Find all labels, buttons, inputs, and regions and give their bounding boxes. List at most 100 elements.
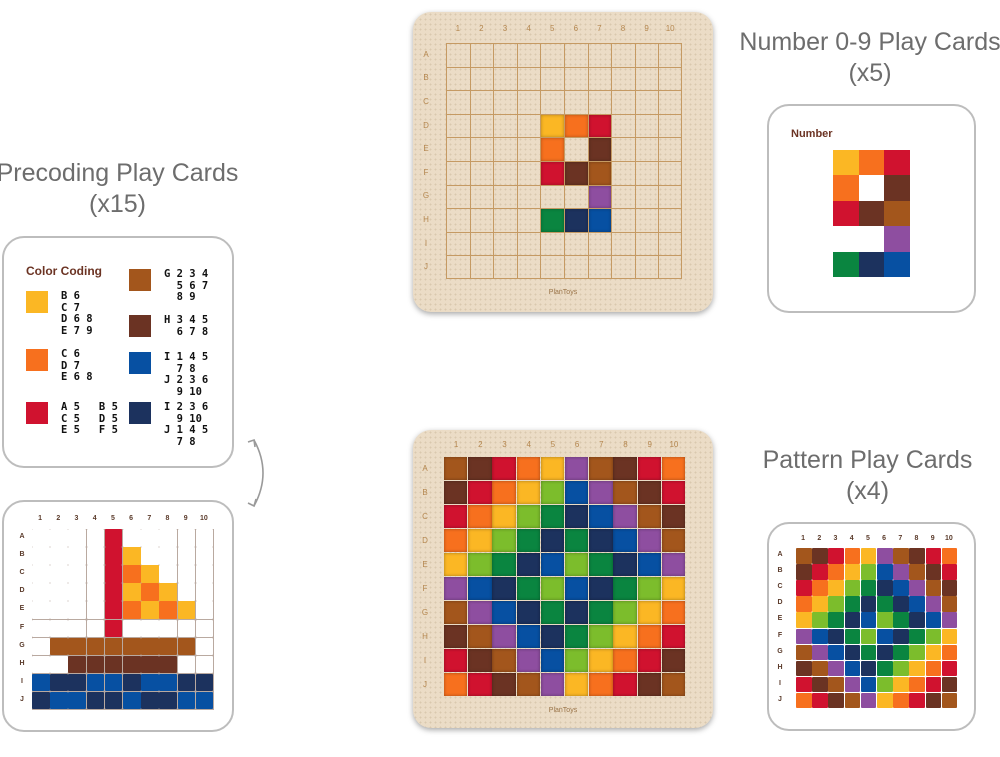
grid-cell xyxy=(941,564,958,580)
grid-cell xyxy=(141,673,159,692)
wooden-cube xyxy=(613,625,637,649)
wooden-cube xyxy=(637,457,661,481)
row-label: A xyxy=(777,551,783,559)
grid-cell xyxy=(68,637,86,656)
wooden-cube xyxy=(637,481,661,505)
grid-cell xyxy=(828,564,845,580)
grid-cell xyxy=(195,547,214,565)
grid-cell xyxy=(104,655,123,674)
grid-cell xyxy=(86,691,105,710)
grid-cell xyxy=(104,565,123,583)
wooden-cube xyxy=(444,553,468,577)
grid-cell xyxy=(877,660,893,677)
wooden-cube xyxy=(637,505,661,529)
grid-cell xyxy=(828,596,845,612)
grid-cell xyxy=(828,644,845,661)
number-card: Number xyxy=(767,104,976,313)
grid-cell xyxy=(877,596,893,612)
column-label: 2 xyxy=(479,24,484,33)
wooden-cube xyxy=(589,625,613,649)
title-line: Number 0-9 Play Cards xyxy=(739,28,1000,56)
column-label: 5 xyxy=(110,515,115,522)
grid-cell xyxy=(177,529,196,547)
grid-cell xyxy=(50,655,68,674)
grid-cell xyxy=(860,580,877,596)
grid-cell xyxy=(123,529,141,547)
grid-cell xyxy=(909,676,926,693)
grid-cell xyxy=(68,583,86,601)
grid-cell xyxy=(877,580,893,596)
wooden-cube xyxy=(613,673,637,697)
grid-cell xyxy=(104,601,123,619)
grid-cell xyxy=(796,660,812,677)
row-label: D xyxy=(423,120,429,130)
precoding-boat-card: 1 2 3 4 5 6 7 8 9 10 A B C D E F G H I J xyxy=(2,500,234,732)
grid-cell xyxy=(893,628,909,645)
row-label: D xyxy=(777,599,783,607)
grid-cell xyxy=(909,692,926,709)
wooden-cube xyxy=(492,577,516,601)
wooden-cube xyxy=(589,457,613,481)
grid-cell xyxy=(123,637,141,656)
grid-cell xyxy=(104,637,123,656)
wooden-cube xyxy=(661,529,686,553)
grid-cell xyxy=(812,612,828,628)
grid-cell xyxy=(104,619,123,637)
title-count: (x5) xyxy=(848,59,892,87)
grid-cell xyxy=(32,547,50,565)
grid-cell xyxy=(828,612,845,628)
grid-cell xyxy=(909,548,926,564)
grid-cell xyxy=(159,583,177,601)
grid-cell xyxy=(195,673,214,692)
column-label: 4 xyxy=(526,24,531,33)
grid-cell xyxy=(893,564,909,580)
grid-cell xyxy=(104,691,123,710)
wooden-cube xyxy=(492,457,516,481)
grid-cell xyxy=(796,564,812,580)
grid-cell xyxy=(177,655,196,674)
grid-cell xyxy=(796,580,812,596)
grid-cell xyxy=(50,547,68,565)
wooden-cube xyxy=(565,553,589,577)
grid-cell xyxy=(884,150,910,176)
grid-cell xyxy=(32,655,50,674)
grid-cell xyxy=(828,580,845,596)
color-swatch xyxy=(129,402,151,424)
wooden-cube xyxy=(468,481,492,505)
grid-cell xyxy=(104,583,123,601)
grid-cell xyxy=(141,583,159,601)
grid-cell xyxy=(159,547,177,565)
wooden-cube xyxy=(589,577,613,601)
grid-cell xyxy=(925,612,942,628)
grid-cell xyxy=(159,655,177,674)
grid-cell xyxy=(50,601,68,619)
column-label: 3 xyxy=(502,24,508,33)
title-line: Precoding Play Cards xyxy=(0,159,239,187)
row-label: A xyxy=(422,464,428,473)
grid-cell xyxy=(159,601,177,619)
wooden-cube xyxy=(565,601,589,625)
grid-cell xyxy=(32,529,50,547)
row-label: C xyxy=(777,583,783,591)
grid-cell xyxy=(32,637,50,656)
column-label: 1 xyxy=(38,515,43,522)
column-label: 7 xyxy=(597,24,602,33)
grid-cell xyxy=(86,673,105,692)
grid-cell xyxy=(860,676,877,693)
legend-title: Color Coding xyxy=(26,264,102,278)
grid-cell xyxy=(833,175,859,201)
grid-cell xyxy=(941,580,958,596)
row-label: B xyxy=(19,551,25,559)
wooden-cube xyxy=(613,505,637,529)
grid-cell xyxy=(812,644,828,661)
row-label: H xyxy=(423,215,429,224)
grid-cell xyxy=(141,601,159,619)
grid-cell xyxy=(177,637,196,656)
wooden-cube xyxy=(613,457,637,481)
wooden-cube xyxy=(589,649,613,673)
row-label: A xyxy=(19,533,25,541)
grid-cell xyxy=(925,628,942,645)
wooden-cube xyxy=(540,601,565,625)
grid-cell xyxy=(32,673,50,692)
grid-line xyxy=(587,43,589,279)
